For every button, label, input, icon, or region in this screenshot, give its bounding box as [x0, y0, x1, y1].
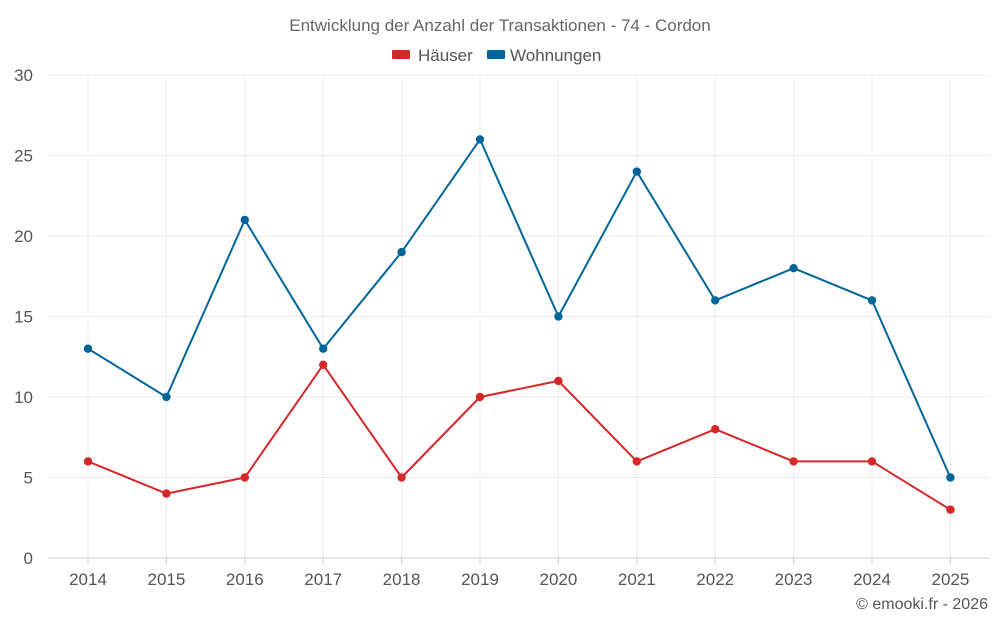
y-axis: 0 5 10 15 20 25 30: [14, 66, 33, 568]
legend-label[interactable]: Häuser: [418, 46, 473, 65]
y-tick-label: 5: [24, 469, 33, 488]
x-tick-label: 2021: [618, 570, 656, 589]
x-tick-label: 2016: [226, 570, 264, 589]
data-point-h-user[interactable]: [240, 473, 249, 482]
data-point-wohnungen[interactable]: [397, 247, 406, 257]
y-tick-label: 20: [14, 227, 33, 246]
data-point-h-user[interactable]: [867, 457, 877, 466]
chart-title: Entwicklung der Anzahl der Transaktionen…: [289, 16, 710, 35]
legend: Häuser Wohnungen: [392, 46, 601, 65]
grid: [48, 74, 990, 558]
y-tick-label: 25: [14, 147, 33, 166]
data-point-h-user[interactable]: [397, 473, 406, 482]
data-point-h-user[interactable]: [83, 457, 93, 466]
data-point-wohnungen[interactable]: [162, 392, 171, 402]
x-tick-label: 2023: [775, 570, 813, 589]
data-point-h-user[interactable]: [789, 457, 798, 466]
legend-swatch[interactable]: [392, 50, 410, 59]
x-tick-label: 2020: [539, 570, 577, 589]
y-tick-label: 10: [14, 388, 33, 407]
data-point-h-user[interactable]: [554, 376, 563, 386]
data-point-wohnungen[interactable]: [319, 344, 328, 353]
x-tick-label: 2015: [147, 570, 185, 589]
y-tick-label: 0: [24, 549, 33, 568]
legend-label[interactable]: Wohnungen: [510, 46, 601, 65]
data-point-h-user[interactable]: [632, 457, 641, 466]
data-point-h-user[interactable]: [162, 489, 171, 498]
data-point-wohnungen[interactable]: [554, 312, 563, 321]
x-tick-label: 2014: [69, 570, 107, 589]
data-point-wohnungen[interactable]: [711, 296, 720, 305]
data-point-wohnungen[interactable]: [83, 344, 93, 353]
x-tick-label: 2024: [853, 570, 891, 589]
credit-label: © emooki.fr - 2026: [856, 596, 988, 613]
x-tick-label: 2025: [931, 570, 969, 589]
data-point-h-user[interactable]: [946, 505, 955, 514]
x-tick-label: 2022: [696, 570, 734, 589]
data-point-wohnungen[interactable]: [789, 264, 798, 273]
data-point-wohnungen[interactable]: [475, 135, 485, 144]
data-point-h-user[interactable]: [319, 360, 328, 369]
data-point-wohnungen[interactable]: [946, 473, 955, 482]
series-line-wohnungen: [87, 138, 952, 478]
x-axis: 2014 2015 2016 2017 2018 2019 2020 2021 2022 2023…: [48, 557, 990, 589]
data-point-h-user[interactable]: [711, 425, 720, 434]
series-line-h-user: [87, 363, 951, 511]
legend-swatch[interactable]: [487, 50, 505, 59]
data-point-wohnungen[interactable]: [240, 215, 249, 225]
x-tick-label: 2018: [383, 570, 421, 589]
x-tick-label: 2017: [304, 570, 342, 589]
y-tick-label: 30: [14, 66, 33, 85]
data-point-h-user[interactable]: [475, 392, 485, 402]
series-layer: [83, 135, 955, 514]
data-point-wohnungen[interactable]: [632, 167, 641, 176]
y-tick-label: 15: [14, 308, 33, 327]
x-tick-label: 2019: [461, 570, 499, 589]
data-point-wohnungen[interactable]: [867, 296, 877, 305]
